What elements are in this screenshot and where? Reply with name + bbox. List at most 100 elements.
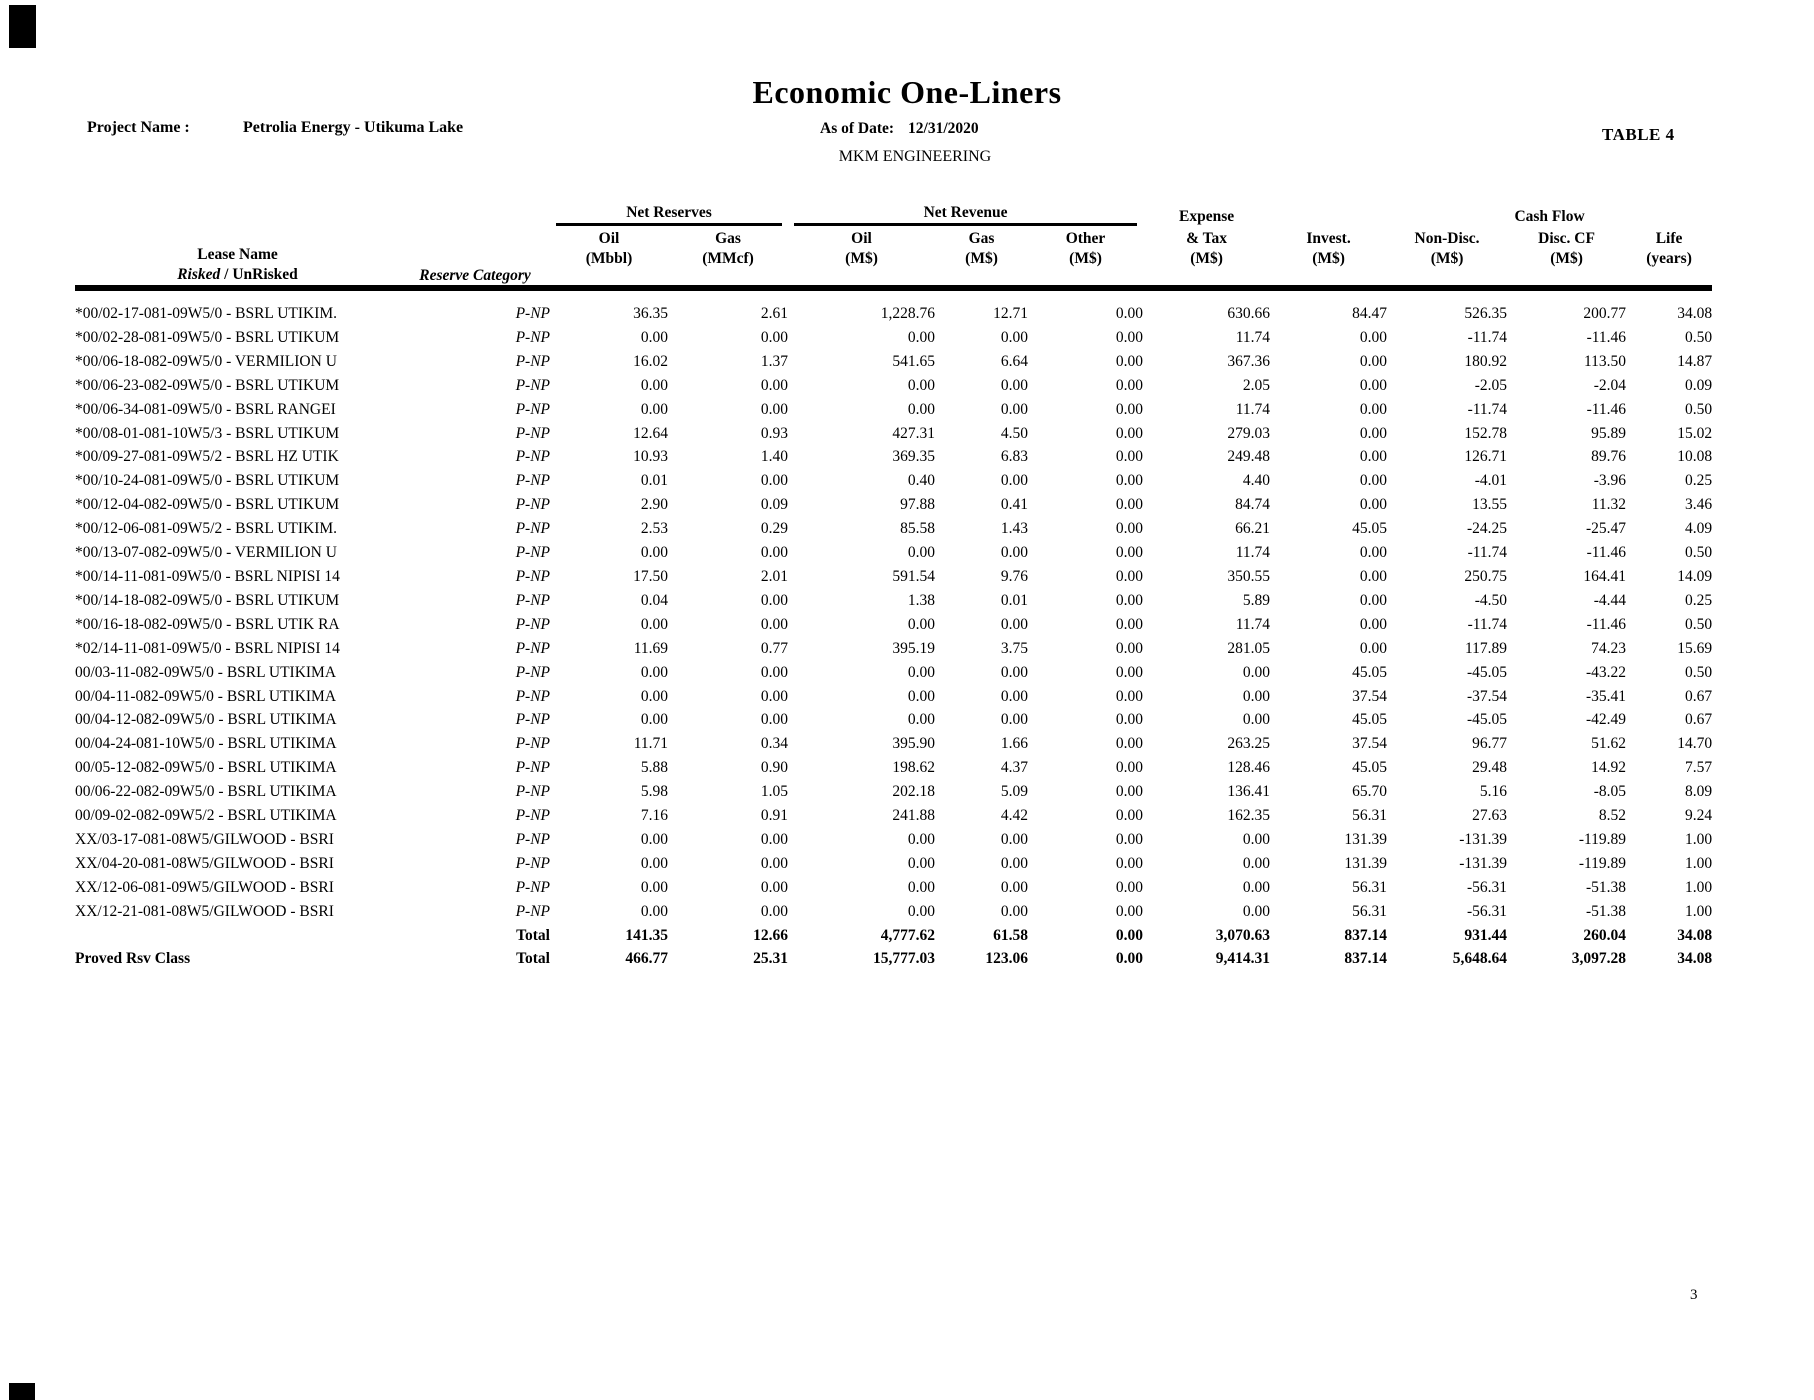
reserve-category-cell: P-NP xyxy=(515,400,550,418)
value-cell: 0.00 xyxy=(1000,663,1029,681)
value-cell: 0.29 xyxy=(760,520,789,538)
value-cell: 0.90 xyxy=(760,759,789,777)
value-cell: 0.00 xyxy=(1115,950,1144,968)
table-row: 00/04-24-081-10W5/0 - BSRL UTIKIMA P-NP 11… xyxy=(75,732,1712,756)
value-cell: 0.00 xyxy=(1115,400,1144,418)
value-cell: -2.05 xyxy=(1474,376,1508,394)
value-cell: 0.00 xyxy=(1115,807,1144,825)
value-cell: 0.00 xyxy=(907,544,936,562)
value-cell: 0.00 xyxy=(1115,544,1144,562)
value-cell: 1.00 xyxy=(1684,854,1713,872)
value-cell: 0.00 xyxy=(1359,496,1388,514)
value-cell: 1.00 xyxy=(1684,878,1713,896)
oil-mbbl-header: Oil (Mbbl) xyxy=(550,226,668,291)
value-cell: 0.00 xyxy=(760,615,789,633)
value-cell: 1.37 xyxy=(760,352,789,370)
value-cell: 0.00 xyxy=(1115,424,1144,442)
value-cell: -51.38 xyxy=(1586,878,1627,896)
table-row: *00/02-28-081-09W5/0 - BSRL UTIKUM P-NP 0.… xyxy=(75,326,1712,350)
value-cell: 0.00 xyxy=(760,854,789,872)
value-cell: 0.00 xyxy=(1000,400,1029,418)
lease-name-cell: 00/04-12-082-09W5/0 - BSRL UTIKIMA xyxy=(75,711,337,729)
value-cell: 1.05 xyxy=(760,783,789,801)
value-cell: 56.31 xyxy=(1352,807,1388,825)
table-row: *00/06-23-082-09W5/0 - BSRL UTIKUM P-NP 0.… xyxy=(75,374,1712,398)
value-cell: 0.00 xyxy=(640,376,668,394)
value-cell: 0.91 xyxy=(760,807,789,825)
reserve-category-cell: P-NP xyxy=(515,807,550,825)
value-cell: 15.02 xyxy=(1677,424,1713,442)
value-cell: 0.00 xyxy=(1115,496,1144,514)
value-cell: 131.39 xyxy=(1344,830,1388,848)
value-cell: 8.52 xyxy=(1598,807,1627,825)
disc-cf-header: Disc. CF (M$) xyxy=(1507,226,1627,291)
header-columns-row: Oil (Mbbl) Gas (MMcf) Oil (M$) Gas (M$) Othe… xyxy=(75,226,1713,291)
value-cell: 0.00 xyxy=(640,400,668,418)
value-cell: 0.00 xyxy=(760,878,789,896)
reserve-category-cell: P-NP xyxy=(515,376,550,394)
value-cell: -37.54 xyxy=(1467,687,1508,705)
cash-flow-group-header: Cash Flow xyxy=(1514,208,1585,225)
reserve-category-cell: P-NP xyxy=(515,424,550,442)
reserve-category-cell: Total xyxy=(516,950,550,968)
value-cell: 0.00 xyxy=(1115,878,1144,896)
table-row: *00/02-17-081-09W5/0 - BSRL UTIKIM. P-NP 3… xyxy=(75,302,1712,326)
reserve-category-cell: P-NP xyxy=(515,520,550,538)
value-cell: -42.49 xyxy=(1586,711,1627,729)
lease-name-cell xyxy=(75,924,400,948)
value-cell: 0.00 xyxy=(1115,711,1144,729)
value-cell: 4,777.62 xyxy=(880,926,936,944)
value-cell: 2.90 xyxy=(640,496,668,514)
value-cell: 0.93 xyxy=(760,424,789,442)
value-cell: 0.00 xyxy=(1359,615,1388,633)
page-number: 3 xyxy=(1690,1287,1698,1303)
table-row: XX/04-20-081-08W5/GILWOOD - BSRI P-NP 0.00… xyxy=(75,852,1712,876)
value-cell: 198.62 xyxy=(892,759,936,777)
lease-name-cell: XX/03-17-081-08W5/GILWOOD - BSRI xyxy=(75,830,334,848)
lease-name-cell: *00/16-18-082-09W5/0 - BSRL UTIK RA xyxy=(75,615,340,633)
reserve-category-cell: P-NP xyxy=(515,544,550,562)
value-cell: 3,097.28 xyxy=(1571,950,1627,968)
value-cell: -131.39 xyxy=(1459,854,1508,872)
value-cell: 279.03 xyxy=(1227,424,1271,442)
value-cell: 0.00 xyxy=(760,472,789,490)
value-cell: 0.00 xyxy=(1000,902,1029,920)
reserve-category-cell: P-NP xyxy=(515,496,550,514)
table-row: *02/14-11-081-09W5/0 - BSRL NIPISI 14 P-N… xyxy=(75,637,1712,661)
value-cell: 131.39 xyxy=(1344,854,1388,872)
table-row: *00/06-34-081-09W5/0 - BSRL RANGEI P-NP 0.… xyxy=(75,398,1712,422)
value-cell: -56.31 xyxy=(1467,902,1508,920)
value-cell: 0.00 xyxy=(640,544,668,562)
value-cell: -11.46 xyxy=(1586,400,1627,418)
value-cell: 0.00 xyxy=(1359,400,1388,418)
lease-name-cell: *00/06-18-082-09W5/0 - VERMILION U xyxy=(75,352,337,370)
reserve-category-cell: P-NP xyxy=(515,711,550,729)
value-cell: 0.00 xyxy=(640,878,668,896)
lease-name-cell: *00/10-24-081-09W5/0 - BSRL UTIKUM xyxy=(75,472,340,490)
value-cell: 0.00 xyxy=(1115,615,1144,633)
lease-name-cell: 00/03-11-082-09W5/0 - BSRL UTIKIMA xyxy=(75,663,337,681)
value-cell: 0.00 xyxy=(1000,376,1029,394)
value-cell: 0.00 xyxy=(1115,520,1144,538)
value-cell: 0.00 xyxy=(1115,759,1144,777)
value-cell: 12.64 xyxy=(633,424,668,442)
value-cell: 74.23 xyxy=(1591,639,1627,657)
value-cell: 0.00 xyxy=(1242,830,1271,848)
value-cell: 8.09 xyxy=(1684,783,1713,801)
value-cell: 11.74 xyxy=(1235,544,1271,562)
lease-name-cell: Proved Rsv Class xyxy=(75,950,191,968)
value-cell: 0.00 xyxy=(760,902,789,920)
invest-header: Invest. (M$) xyxy=(1270,226,1388,291)
reserve-category-cell: P-NP xyxy=(515,878,550,896)
value-cell: 837.14 xyxy=(1344,926,1388,944)
value-cell: 0.00 xyxy=(1359,328,1388,346)
value-cell: 97.88 xyxy=(900,496,936,514)
reserve-category-cell: P-NP xyxy=(515,902,550,920)
reserve-category-cell: P-NP xyxy=(515,448,550,466)
lease-name-cell: *00/02-17-081-09W5/0 - BSRL UTIKIM. xyxy=(75,305,338,322)
value-cell: 113.50 xyxy=(1583,352,1627,370)
value-cell: 0.00 xyxy=(1115,305,1144,322)
value-cell: -4.44 xyxy=(1593,591,1627,609)
value-cell: 0.00 xyxy=(1359,567,1388,585)
value-cell: 0.67 xyxy=(1684,711,1713,729)
